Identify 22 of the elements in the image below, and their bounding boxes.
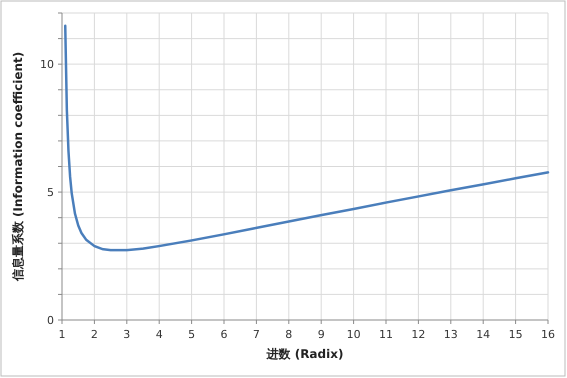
x-axis-title: 进数 (Radix) [266, 347, 344, 361]
x-tick-label: 12 [411, 328, 426, 341]
y-axis-title: 信息量系数 (Information coefficient) [11, 52, 25, 282]
x-tick-label: 8 [285, 328, 292, 341]
line-series [64, 24, 550, 252]
x-tick-label: 9 [318, 328, 325, 341]
x-tick-label: 16 [541, 328, 555, 341]
x-tick-label: 14 [476, 328, 490, 341]
x-tick-label: 11 [379, 328, 393, 341]
x-tick-label: 7 [252, 328, 260, 341]
x-tick-label: 1 [58, 328, 66, 341]
y-tick-label: 10 [40, 58, 54, 72]
y-tick-label: 5 [47, 186, 54, 200]
x-tick-label: 5 [188, 328, 196, 341]
x-tick-label: 6 [220, 328, 228, 341]
x-tick-label: 2 [90, 328, 98, 341]
x-tick-label: 10 [346, 328, 361, 341]
y-tick-label: 0 [47, 314, 54, 327]
x-tick-label: 13 [444, 328, 458, 341]
x-tick-label: 3 [123, 328, 130, 341]
x-tick-label: 15 [508, 328, 523, 341]
x-tick-label: 4 [156, 328, 163, 341]
